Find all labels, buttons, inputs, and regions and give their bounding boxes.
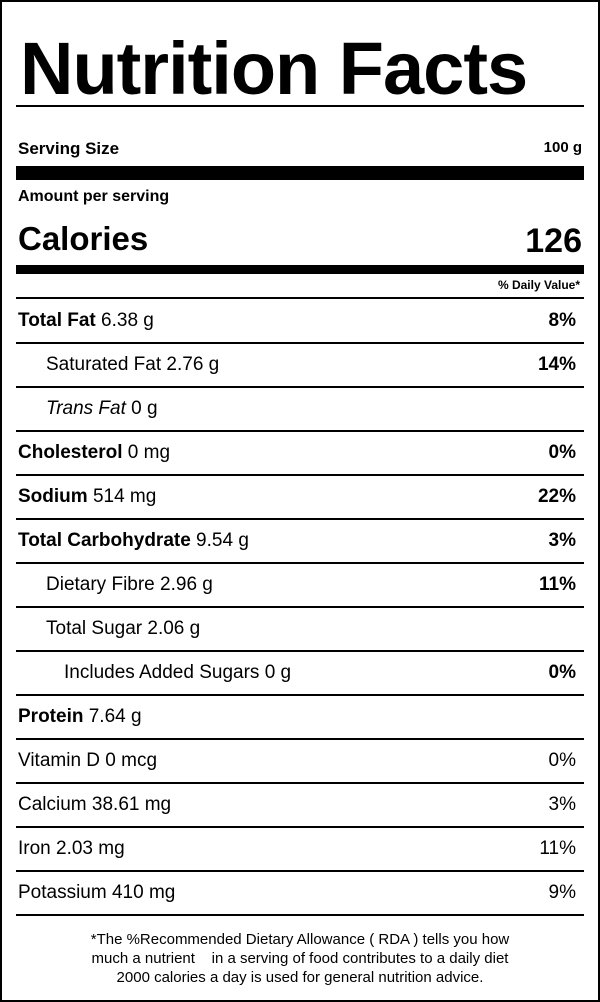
footnote-line: 2000 calories a day is used for general … <box>116 969 484 986</box>
nutrient-name: Protein 7.64 g <box>18 706 142 727</box>
nutrient-daily-value: 0% <box>548 442 576 463</box>
serving-divider <box>16 166 584 180</box>
serving-size-value: 100 g <box>543 139 582 156</box>
nutrient-row-total-carbohydrate: Total Carbohydrate 9.54 g 3% <box>16 520 584 564</box>
calories-value: 126 <box>525 222 582 260</box>
nutrient-name: Trans Fat 0 g <box>46 398 158 419</box>
nutrient-row-saturated-fat: Saturated Fat 2.76 g 14% <box>16 344 584 388</box>
nutrient-row-total-sugar: Total Sugar 2.06 g <box>16 608 584 652</box>
nutrient-name: Total Sugar 2.06 g <box>46 618 201 639</box>
nutrient-row-cholesterol: Cholesterol 0 mg 0% <box>16 432 584 476</box>
nutrient-name: Calcium 38.61 mg <box>18 794 172 815</box>
daily-value-header: % Daily Value* <box>497 278 580 292</box>
nutrient-daily-value: 14% <box>537 354 576 375</box>
serving-size-label: Serving Size <box>18 139 120 158</box>
calories-row: Calories 126 <box>16 216 584 266</box>
nutrient-row-trans-fat: Trans Fat 0 g <box>16 388 584 432</box>
nutrient-daily-value: 8% <box>548 310 576 331</box>
title-divider <box>16 105 584 107</box>
nutrient-row-added-sugars: Includes Added Sugars 0 g 0% <box>16 652 584 696</box>
rda-footnote: *The %Recommended Dietary Allowance ( RD… <box>16 930 584 987</box>
calories-label: Calories <box>18 220 149 257</box>
nutrient-name: Vitamin D 0 mcg <box>18 750 158 771</box>
nutrient-name: Iron 2.03 mg <box>18 838 125 859</box>
nutrient-row-sodium: Sodium 514 mg 22% <box>16 476 584 520</box>
nutrient-row-vitamin-d: Vitamin D 0 mcg 0% <box>16 740 584 784</box>
nutrient-daily-value: 0% <box>548 662 576 683</box>
nutrient-row-iron: Iron 2.03 mg 11% <box>16 828 584 872</box>
nutrient-name: Includes Added Sugars 0 g <box>64 662 292 683</box>
footnote-line: much a nutrient in a serving of food con… <box>91 950 509 967</box>
calories-divider <box>16 265 584 274</box>
nutrient-daily-value: 11% <box>539 574 576 595</box>
nutrient-daily-value: 3% <box>548 530 576 551</box>
nutrient-daily-value: 9% <box>548 882 576 903</box>
nutrient-row-calcium: Calcium 38.61 mg 3% <box>16 784 584 828</box>
nutrient-row-total-fat: Total Fat 6.38 g 8% <box>16 300 584 344</box>
nutrient-daily-value: 11% <box>539 838 576 859</box>
nutrient-name: Sodium 514 mg <box>18 486 157 507</box>
nutrient-row-dietary-fibre: Dietary Fibre 2.96 g 11% <box>16 564 584 608</box>
nutrient-name: Total Fat 6.38 g <box>18 310 154 331</box>
nutrient-name: Cholesterol 0 mg <box>18 442 171 463</box>
footnote-line: *The %Recommended Dietary Allowance ( RD… <box>90 931 510 948</box>
nutrient-name: Potassium 410 mg <box>18 882 176 903</box>
nutrient-name: Dietary Fibre 2.96 g <box>46 574 213 595</box>
label-title: Nutrition Facts <box>20 27 528 110</box>
nutrient-name: Saturated Fat 2.76 g <box>46 354 220 375</box>
serving-size-row: Serving Size 100 g <box>16 136 584 162</box>
amount-per-serving: Amount per serving <box>18 188 170 205</box>
nutrient-name: Total Carbohydrate 9.54 g <box>18 530 249 551</box>
nutrient-row-potassium: Potassium 410 mg 9% <box>16 872 584 916</box>
nutrient-daily-value: 3% <box>548 794 576 815</box>
nutrient-row-protein: Protein 7.64 g <box>16 696 584 740</box>
nutrient-daily-value: 0% <box>548 750 576 771</box>
nutrient-daily-value: 22% <box>537 486 576 507</box>
daily-value-divider <box>16 297 584 299</box>
